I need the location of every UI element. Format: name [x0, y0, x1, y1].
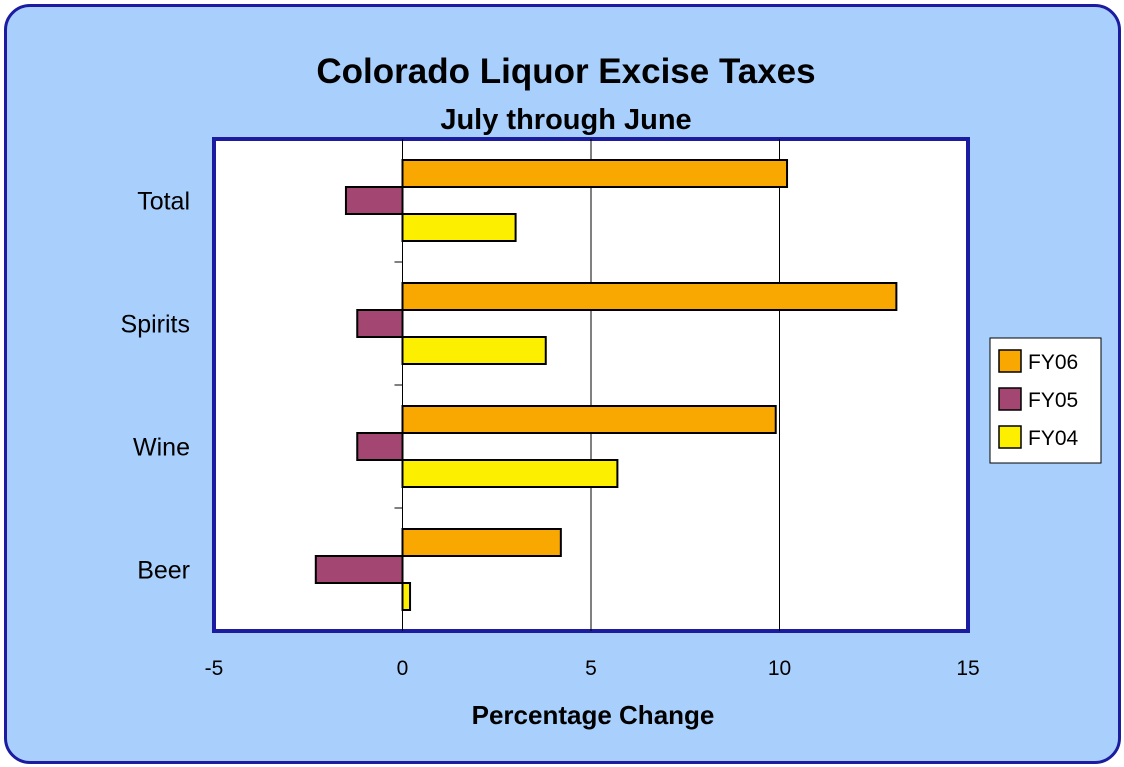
bar-fy05-total: [344, 186, 404, 215]
category-label: Total: [137, 188, 190, 216]
bar-fy06-spirits: [401, 282, 898, 311]
bar-fy04-spirits: [401, 336, 547, 365]
x-tick-label: 0: [397, 657, 409, 680]
bar-fy06-beer: [401, 528, 562, 557]
legend-label-fy05: FY05: [1028, 389, 1078, 412]
legend: FY06 FY05 FY04: [989, 337, 1102, 464]
bar-fy05-wine: [356, 432, 404, 461]
chart-title: Colorado Liquor Excise Taxes: [316, 52, 815, 91]
bar-fy04-beer: [401, 582, 412, 611]
legend-label-fy06: FY06: [1028, 351, 1078, 374]
bar-fy06-total: [401, 159, 789, 188]
bar-fy04-wine: [401, 459, 619, 488]
bar-fy05-spirits: [356, 309, 404, 338]
category-label: Wine: [133, 434, 190, 462]
x-tick-label: 5: [585, 657, 597, 680]
x-tick-label: 10: [768, 657, 791, 680]
bars-group: [314, 159, 898, 611]
bar-fy06-wine: [401, 405, 777, 434]
plot-area: [212, 137, 970, 633]
category-labels: Total Spirits Wine Beer: [121, 188, 190, 585]
x-tick-labels: -5 0 5 10 15: [205, 657, 980, 680]
chart-subtitle: July through June: [440, 104, 691, 136]
x-tick-label: -5: [205, 657, 224, 680]
legend-label-fy04: FY04: [1028, 427, 1079, 450]
x-axis-title: Percentage Change: [472, 700, 715, 730]
legend-swatch-fy05: [998, 387, 1022, 411]
legend-swatch-fy06: [998, 349, 1022, 373]
bar-fy04-total: [401, 213, 517, 242]
x-tick-label: 15: [956, 657, 979, 680]
legend-swatch-fy04: [998, 425, 1022, 449]
category-label: Spirits: [121, 311, 190, 339]
category-label: Beer: [137, 557, 190, 585]
bar-fy05-beer: [314, 555, 404, 584]
